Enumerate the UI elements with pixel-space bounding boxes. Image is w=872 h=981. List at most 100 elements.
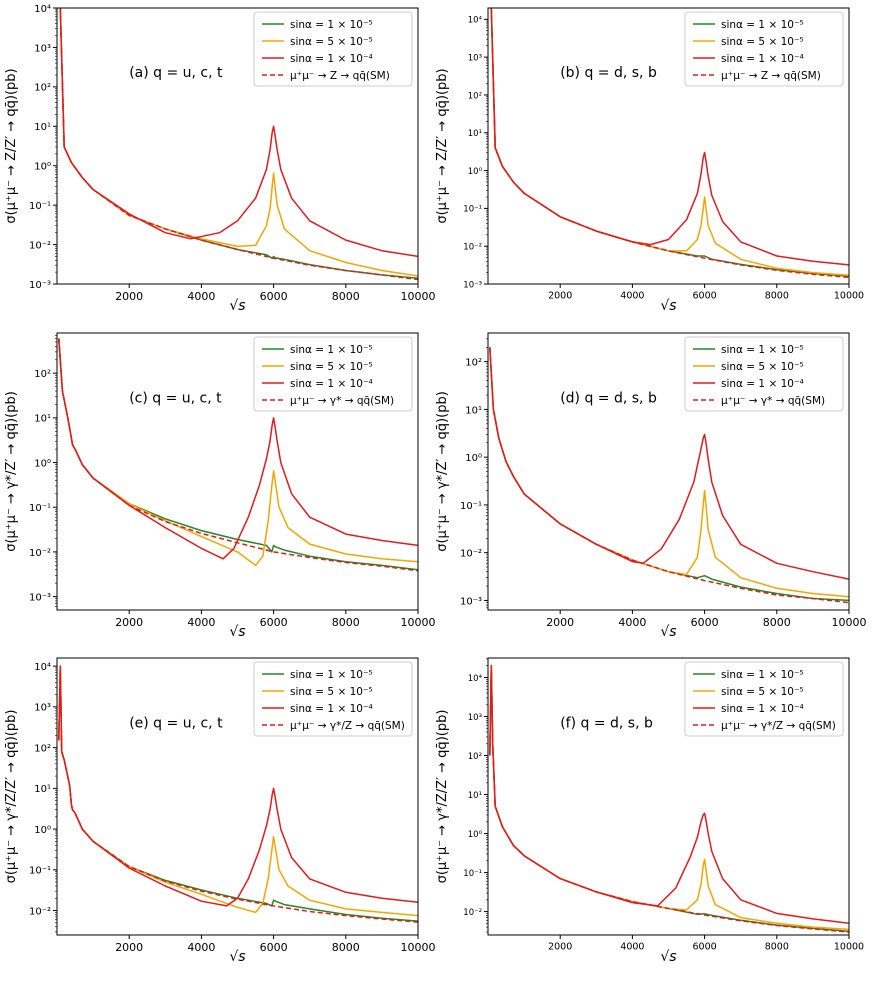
legend-label: sinα = 1 × 10⁻⁴ <box>290 378 373 390</box>
x-tick-label: 2000 <box>115 290 143 303</box>
legend-label: sinα = 1 × 10⁻⁴ <box>290 53 373 65</box>
panel-f: 2000 4000 6000 8000 10000 10⁻² 10⁻¹ 10⁰ 10¹ 10² 10… <box>435 657 864 965</box>
y-tick-label: 10² <box>465 358 482 369</box>
y-axis-label: σ(μ⁺μ⁻ → γ*/Z/Z′ → qq̄)(pb) <box>4 710 19 884</box>
x-tick-label: 8000 <box>332 616 360 629</box>
series-line-sm <box>490 8 849 279</box>
series-line-sm <box>58 338 418 572</box>
y-tick-label: 10⁰ <box>34 458 51 469</box>
y-axis-label: σ(μ⁺μ⁻ → Z/Z′ → qq̄)(pb) <box>4 68 19 223</box>
x-axis-label: √s <box>660 298 676 314</box>
x-tick-label: 6000 <box>693 942 717 953</box>
y-tick-label: 10¹ <box>468 129 482 139</box>
x-tick-label: 8000 <box>332 941 360 954</box>
legend-label: sinα = 5 × 10⁻⁵ <box>721 686 804 698</box>
plot-frame <box>56 657 419 936</box>
series-group <box>489 347 849 604</box>
legend-label: sinα = 1 × 10⁻⁴ <box>290 703 373 715</box>
series-group <box>58 338 418 572</box>
legend-label: sinα = 5 × 10⁻⁵ <box>721 361 804 373</box>
legend-label: sinα = 5 × 10⁻⁵ <box>290 36 373 48</box>
legend-label: sinα = 5 × 10⁻⁵ <box>721 36 804 48</box>
x-tick-label: 10000 <box>834 942 864 953</box>
panel-annotation: (e) q = u, c, t <box>129 715 223 731</box>
x-axis-label: √s <box>660 949 676 965</box>
legend: sinα = 1 × 10⁻⁵ sinα = 5 × 10⁻⁵ sinα = 1 ×… <box>684 11 844 87</box>
series-group <box>58 665 418 923</box>
y-tick-label: 10² <box>34 369 51 380</box>
legend-label: μ⁺μ⁻ → γ* → qq̄(SM) <box>721 395 825 407</box>
legend-label: sinα = 1 × 10⁻⁴ <box>721 703 804 715</box>
y-tick-label: 10⁻¹ <box>463 869 482 879</box>
x-tick-label: 8000 <box>763 616 791 629</box>
legend-label: μ⁺μ⁻ → γ*/Z → qq̄(SM) <box>721 720 836 732</box>
x-tick-label: 10000 <box>401 941 436 954</box>
x-tick-label: 4000 <box>187 290 215 303</box>
series-group <box>489 665 849 933</box>
legend-label: sinα = 1 × 10⁻⁵ <box>290 669 373 681</box>
legend-label: sinα = 5 × 10⁻⁵ <box>290 686 373 698</box>
x-tick-label: 8000 <box>765 942 789 953</box>
legend-label: sinα = 1 × 10⁻⁴ <box>721 53 804 65</box>
y-tick-label: 10⁻² <box>463 908 482 918</box>
y-tick-label: 10¹ <box>465 405 482 416</box>
x-tick-label: 6000 <box>260 941 288 954</box>
x-tick-label: 6000 <box>260 616 288 629</box>
x-tick-label: 2000 <box>115 941 143 954</box>
x-tick-label: 2000 <box>115 616 143 629</box>
y-tick-label: 10⁻³ <box>29 280 51 291</box>
x-tick-label: 6000 <box>693 291 717 302</box>
legend: sinα = 1 × 10⁻⁵ sinα = 5 × 10⁻⁵ sinα = 1 ×… <box>684 661 844 737</box>
legend: sinα = 1 × 10⁻⁵ sinα = 5 × 10⁻⁵ sinα = 1 ×… <box>253 661 413 737</box>
legend: sinα = 1 × 10⁻⁵ sinα = 5 × 10⁻⁵ sinα = 1 ×… <box>253 11 413 87</box>
y-tick-label: 10⁰ <box>465 453 482 464</box>
panel-annotation: (f) q = d, s, b <box>560 715 653 731</box>
y-tick-label: 10² <box>468 91 482 101</box>
y-tick-label: 10⁰ <box>468 830 483 840</box>
y-tick-label: 10⁻² <box>29 240 51 251</box>
legend-box <box>253 11 413 87</box>
y-tick-label: 10⁻³ <box>29 592 51 603</box>
panel-b: 2000 4000 6000 8000 10000 10⁻³ 10⁻² 10⁻¹ 10⁰ 10¹ 1… <box>435 7 864 314</box>
x-tick-label: 6000 <box>260 290 288 303</box>
legend-label: μ⁺μ⁻ → Z → qq̄(SM) <box>721 70 821 82</box>
legend-label: sinα = 1 × 10⁻⁵ <box>721 344 804 356</box>
legend-label: μ⁺μ⁻ → γ* → qq̄(SM) <box>290 395 394 407</box>
x-tick-label: 4000 <box>620 291 644 302</box>
x-tick-label: 10000 <box>401 290 436 303</box>
panel-a: 2000 4000 6000 8000 10000 10⁻³ 10⁻² 10⁻¹ 10⁰ 10¹ 1… <box>4 4 436 314</box>
legend-label: sinα = 1 × 10⁻⁵ <box>721 19 804 31</box>
legend-box <box>253 336 413 412</box>
legend-box <box>684 336 844 412</box>
y-tick-label: 10³ <box>468 713 482 723</box>
y-axis-label: σ(μ⁺μ⁻ → γ*/Z/Z′ → qq̄)(pb) <box>435 710 450 884</box>
series-line-sm <box>489 347 849 604</box>
panel-annotation: (d) q = d, s, b <box>560 390 657 406</box>
y-tick-label: 10¹ <box>34 784 51 795</box>
y-tick-label: 10⁰ <box>34 825 51 836</box>
legend-box <box>253 661 413 737</box>
series-line-sin3 <box>58 338 418 560</box>
y-tick-label: 10⁻¹ <box>29 866 51 877</box>
x-tick-label: 4000 <box>187 616 215 629</box>
y-tick-label: 10² <box>34 83 51 94</box>
y-tick-label: 10⁻² <box>460 549 482 560</box>
y-tick-label: 10⁻² <box>29 548 51 559</box>
y-tick-label: 10¹ <box>34 414 51 425</box>
plot-frame <box>487 7 850 285</box>
legend-label: μ⁺μ⁻ → Z → qq̄(SM) <box>290 70 390 82</box>
y-tick-label: 10¹ <box>468 791 482 801</box>
y-tick-label: 10⁻¹ <box>463 205 482 215</box>
legend-label: sinα = 1 × 10⁻⁵ <box>721 669 804 681</box>
panel-c: 2000 4000 6000 8000 10000 10⁻³ 10⁻² 10⁻¹ 10⁰ 10¹ 1… <box>4 332 436 640</box>
y-tick-label: 10⁻¹ <box>29 503 51 514</box>
legend-box <box>684 661 844 737</box>
y-axis-label: σ(μ⁺μ⁻ → γ*/Z′ → qq̄)(pb) <box>435 391 450 552</box>
y-tick-label: 10³ <box>34 43 51 54</box>
plot-frame <box>56 332 419 611</box>
y-tick-label: 10⁻² <box>463 243 482 253</box>
y-tick-label: 10⁰ <box>468 167 483 177</box>
x-tick-label: 10000 <box>832 616 867 629</box>
x-tick-label: 4000 <box>620 942 644 953</box>
